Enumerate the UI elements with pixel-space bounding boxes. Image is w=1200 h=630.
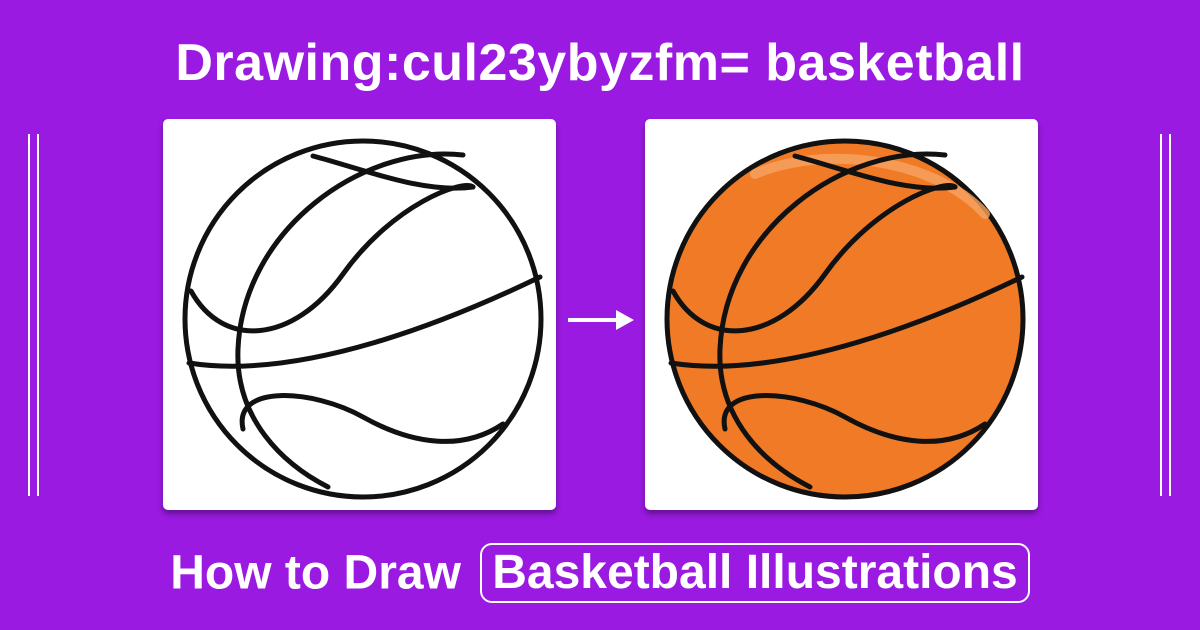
- divider-line: [37, 134, 39, 496]
- divider-line: [1169, 134, 1171, 496]
- outline-basketball-card: [163, 119, 556, 510]
- colored-basketball-icon: [664, 138, 1026, 500]
- subtitle-prefix: How to Draw: [170, 546, 461, 600]
- outline-basketball-icon: [182, 138, 544, 500]
- subtitle-highlight: Basketball Illustrations: [480, 543, 1030, 604]
- colored-basketball-card: [645, 119, 1038, 510]
- right-arrow-icon: [568, 310, 634, 330]
- right-decorative-lines: [1160, 134, 1174, 496]
- divider-line: [1160, 134, 1162, 496]
- left-decorative-lines: [28, 134, 42, 496]
- page-title: Drawing:cul23ybyzfm= basketball: [175, 34, 1025, 92]
- divider-line: [28, 134, 30, 496]
- subtitle: How to Draw Basketball Illustrations: [0, 540, 1200, 604]
